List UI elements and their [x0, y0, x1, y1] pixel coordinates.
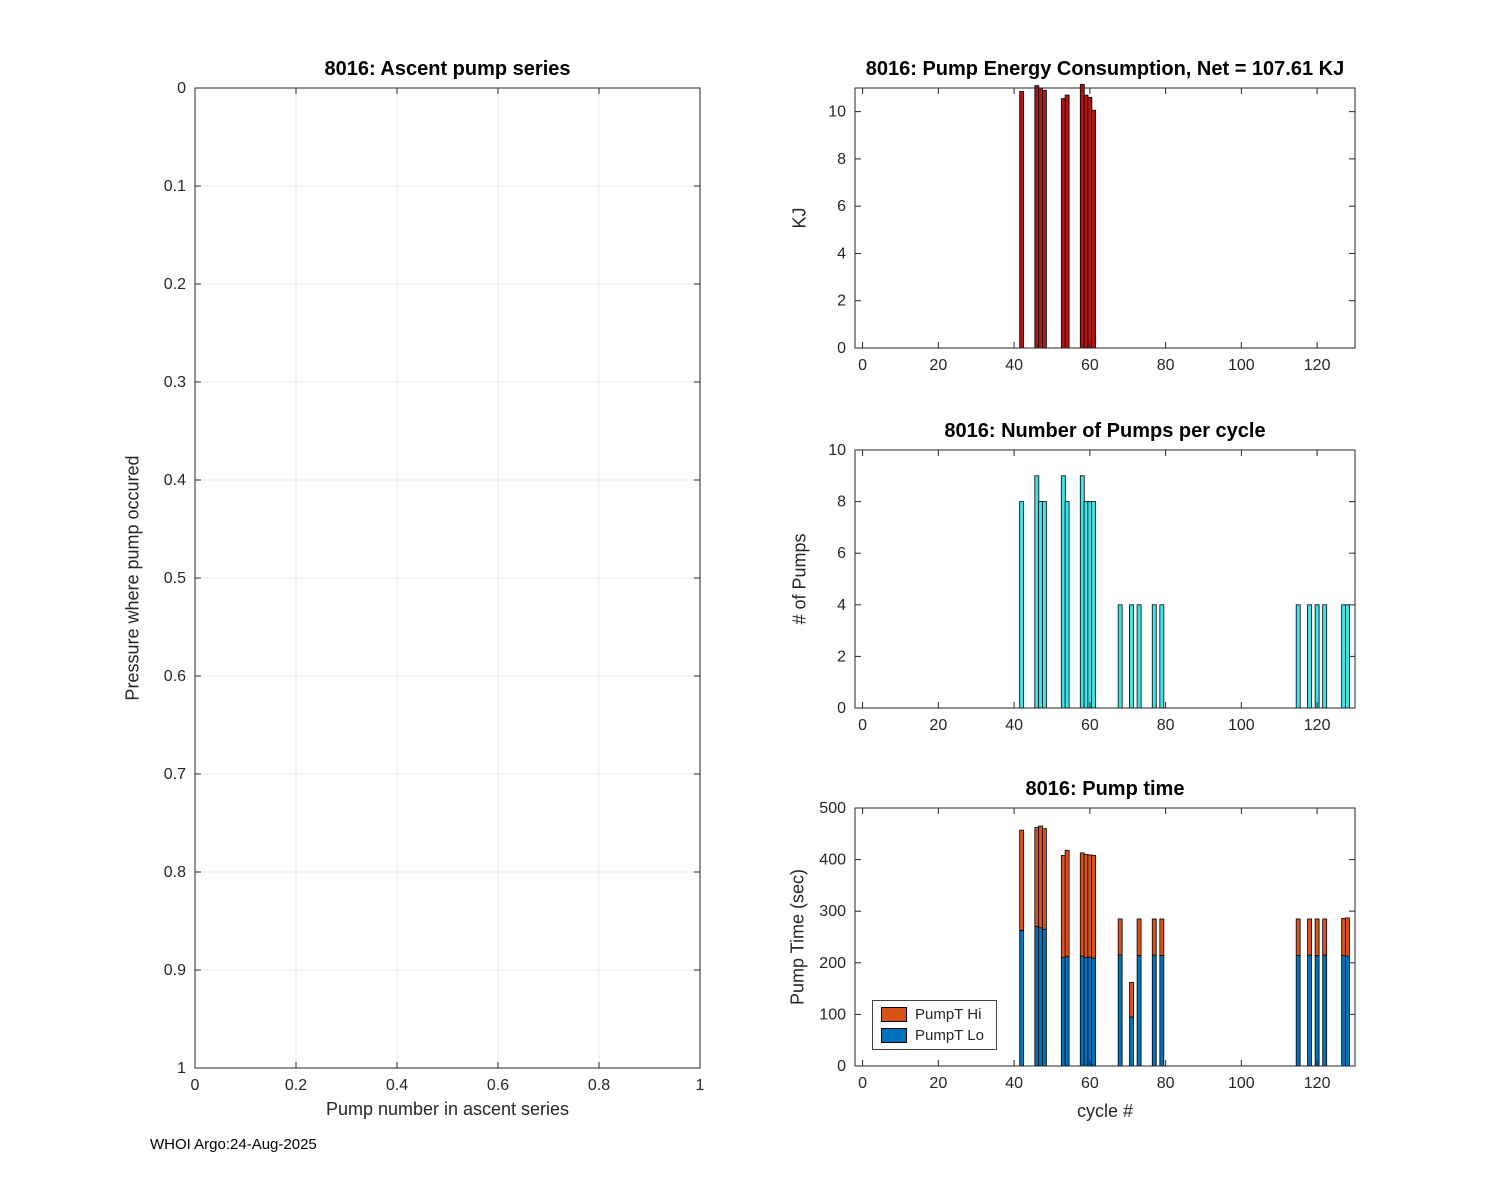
svg-text:80: 80 — [1157, 717, 1175, 734]
svg-text:6: 6 — [837, 545, 846, 562]
pump-time-title: 8016: Pump time — [1025, 778, 1185, 800]
footer-timestamp: WHOI Argo:24-Aug-2025 — [150, 1136, 317, 1153]
svg-text:100: 100 — [819, 1006, 846, 1023]
pump-energy-ylabel: KJ — [789, 207, 810, 229]
ascent-plot-area: 0 0.2 0.4 0.6 0.8 100.10.20.30.40.50.60.70.80… — [164, 80, 705, 1094]
svg-text:100: 100 — [1228, 717, 1255, 734]
svg-text:2: 2 — [837, 293, 846, 310]
svg-text:0: 0 — [837, 700, 846, 717]
svg-text:120: 120 — [1304, 1075, 1331, 1092]
legend-item-pumpt-hi: PumpT Hi — [881, 1006, 984, 1023]
svg-text:40: 40 — [1005, 717, 1023, 734]
plot-pump-energy: 0 20 40 60 80 100 120 0 2 4 6 8 10 8016: Pump Energy… — [770, 55, 1390, 415]
legend-label-pumpt-lo: PumpT Lo — [915, 1027, 984, 1044]
svg-text:0.2: 0.2 — [164, 276, 186, 293]
svg-text:0: 0 — [837, 340, 846, 357]
svg-text:8: 8 — [837, 151, 846, 168]
pump-time-plot-area: 0 20 40 60 80 100 120 0 100 200 300 400 500 — [819, 800, 1356, 1092]
legend: PumpT Hi PumpT Lo — [872, 1000, 997, 1050]
svg-text:200: 200 — [819, 955, 846, 972]
svg-text:400: 400 — [819, 852, 846, 869]
svg-text:0.2: 0.2 — [285, 1077, 307, 1094]
svg-text:80: 80 — [1157, 1075, 1175, 1092]
svg-text:0.9: 0.9 — [164, 962, 186, 979]
svg-text:0: 0 — [191, 1077, 200, 1094]
svg-text:0.8: 0.8 — [588, 1077, 610, 1094]
svg-text:40: 40 — [1005, 357, 1023, 374]
ascent-ylabel: Pressure where pump occured — [122, 455, 143, 701]
pump-energy-plot-area: 0 20 40 60 80 100 120 0 2 4 6 8 10 — [828, 84, 1356, 374]
svg-text:0: 0 — [858, 357, 867, 374]
svg-text:20: 20 — [929, 357, 947, 374]
svg-text:0.4: 0.4 — [386, 1077, 408, 1094]
pump-time-ylabel: Pump Time (sec) — [787, 868, 808, 1006]
svg-text:0.8: 0.8 — [164, 864, 186, 881]
svg-text:60: 60 — [1081, 357, 1099, 374]
pumps-per-cycle-plot-area: 0 20 40 60 80 100 120 0 2 4 6 8 10 — [828, 442, 1356, 734]
pump-time-xlabel: cycle # — [1076, 1101, 1134, 1121]
svg-text:0: 0 — [177, 80, 186, 97]
svg-text:1: 1 — [177, 1060, 186, 1077]
legend-label-pumpt-hi: PumpT Hi — [915, 1006, 982, 1023]
ascent-plot-title: 8016: Ascent pump series — [324, 58, 571, 80]
svg-text:100: 100 — [1228, 1075, 1255, 1092]
legend-swatch-pumpt-hi — [881, 1007, 907, 1022]
svg-text:300: 300 — [819, 903, 846, 920]
ascent-xlabel: Pump number in ascent series — [325, 1099, 570, 1119]
svg-text:20: 20 — [929, 1075, 947, 1092]
svg-text:20: 20 — [929, 717, 947, 734]
svg-text:0.6: 0.6 — [164, 668, 186, 685]
svg-text:120: 120 — [1304, 717, 1331, 734]
legend-swatch-pumpt-lo — [881, 1028, 907, 1043]
svg-text:60: 60 — [1081, 1075, 1099, 1092]
plot-pumps-per-cycle: 0 20 40 60 80 100 120 0 2 4 6 8 10 8016: Number of P… — [770, 417, 1390, 747]
svg-text:0.7: 0.7 — [164, 766, 186, 783]
svg-text:0: 0 — [837, 1058, 846, 1075]
svg-text:2: 2 — [837, 648, 846, 665]
plot-ascent-pump-series: 0 0.2 0.4 0.6 0.8 1 0 0.1 0.2 0.3 0.4 0.5 0.6 0.7 0.8 0… — [100, 55, 720, 1135]
svg-text:80: 80 — [1157, 357, 1175, 374]
svg-text:10: 10 — [828, 104, 846, 121]
svg-text:120: 120 — [1304, 357, 1331, 374]
svg-text:100: 100 — [1228, 357, 1255, 374]
svg-text:0: 0 — [858, 1075, 867, 1092]
svg-text:1: 1 — [696, 1077, 705, 1094]
svg-text:40: 40 — [1005, 1075, 1023, 1092]
svg-text:0.3: 0.3 — [164, 374, 186, 391]
svg-text:10: 10 — [828, 442, 846, 459]
plot-pump-time: 0 20 40 60 80 100 120 0 100 200 300 400 500 8016: Pu… — [770, 775, 1390, 1145]
pump-energy-title: 8016: Pump Energy Consumption, Net = 107… — [865, 58, 1345, 80]
svg-text:60: 60 — [1081, 717, 1099, 734]
svg-text:0.1: 0.1 — [164, 178, 186, 195]
svg-text:0.6: 0.6 — [487, 1077, 509, 1094]
svg-text:0.5: 0.5 — [164, 570, 186, 587]
svg-text:4: 4 — [837, 597, 846, 614]
pumps-per-cycle-title: 8016: Number of Pumps per cycle — [944, 420, 1266, 442]
svg-text:6: 6 — [837, 198, 846, 215]
svg-text:500: 500 — [819, 800, 846, 817]
pumps-per-cycle-ylabel: # of Pumps — [789, 533, 810, 625]
svg-text:0: 0 — [858, 717, 867, 734]
svg-text:0.4: 0.4 — [164, 472, 186, 489]
svg-text:8: 8 — [837, 494, 846, 511]
svg-text:4: 4 — [837, 245, 846, 262]
legend-item-pumpt-lo: PumpT Lo — [881, 1027, 984, 1044]
